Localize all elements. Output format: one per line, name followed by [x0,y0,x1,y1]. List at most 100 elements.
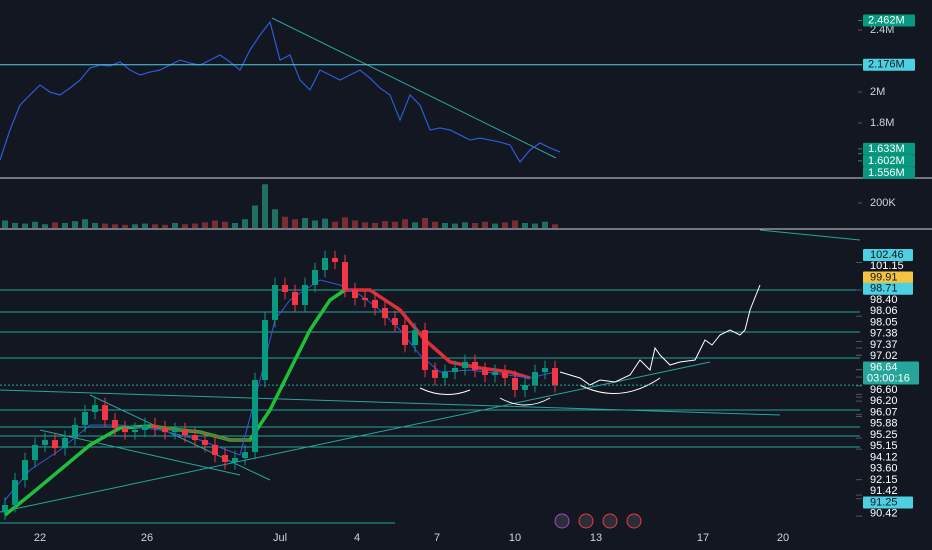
volume-bar [442,223,448,228]
volume-bar [222,221,228,228]
price-label: 97.02 [870,350,898,362]
x-tick-label: Jul [273,532,287,544]
candle-body [92,405,98,413]
marker-label: 2.176M [868,59,905,71]
x-tick-label: 7 [434,532,440,544]
candle-body [302,284,308,306]
x-tick-label: 17 [697,532,709,544]
candle-body [62,437,68,449]
candle-body [132,429,138,433]
trend-line [759,229,861,241]
candle-body [52,440,58,449]
drawings [0,229,861,524]
price-label: 98.71 [870,283,898,295]
volume-bar [292,219,298,228]
marker-badge [863,142,915,155]
price-label: 101.15 [870,260,904,272]
volume-bar [362,222,368,228]
volume-bar [192,223,198,228]
volume-bar [262,184,268,228]
candle-body [392,318,398,326]
price-badge [863,496,913,509]
candle-body [482,369,488,375]
price-label: 98.40 [870,294,898,306]
candle-body [542,368,548,373]
marker-label: 1.556M [868,167,905,179]
moving-average [149,425,250,441]
event-icon[interactable] [626,513,642,529]
price-label: 95.15 [870,440,898,452]
volume-bar [72,221,78,228]
event-icon[interactable] [554,513,570,529]
volume-bar [462,222,468,228]
volume-bar [432,221,438,228]
event-icon[interactable] [578,513,594,529]
volume-bar [272,209,278,228]
candle-body [492,372,498,375]
price-label: 96.20 [870,395,898,407]
candle-body [282,284,288,292]
candle-body [362,298,368,300]
price-badge [863,271,913,284]
x-tick-label: 4 [354,532,360,544]
candle-body [212,444,218,456]
candle-body [352,290,358,299]
price-label: 93.60 [870,463,898,475]
trend-line [0,361,711,513]
price-label: 102.46 [870,249,904,261]
volume-bar [282,216,288,228]
volume-bar [82,219,88,228]
candle-body [402,325,408,346]
volume-bar [482,221,488,228]
candle-body [412,330,418,346]
volume-bar [92,223,98,228]
volume-bar [492,223,498,228]
volume-bar [352,220,358,228]
price-label: 91.25 [870,496,898,508]
x-tick-label: 22 [34,532,46,544]
candle-body [112,420,118,429]
price-label: 95.25 [870,429,898,441]
volume-bar [342,217,348,228]
candle-body [382,307,388,319]
volume-bar [152,224,158,228]
candle-body [422,330,428,370]
price-label: 91.42 [870,485,898,497]
volume-bar [502,222,508,228]
event-icon[interactable] [602,513,618,529]
x-tick-label: 26 [141,532,153,544]
candle-body [292,291,298,306]
candle-body [342,262,348,291]
volume-bar [392,221,398,228]
candle-body [442,372,448,378]
candle-body [312,270,318,285]
x-tick-label: 13 [590,532,602,544]
y-tick-label: 2.4M [870,24,894,36]
price-label: 92.15 [870,474,898,486]
volume-bar [412,222,418,228]
volume-bar [372,223,378,228]
pattern-arcs [419,377,661,406]
x-tick-label: 20 [777,532,789,544]
event-icons [554,513,642,529]
candle-body [462,361,468,369]
volume-bar [182,224,188,228]
volume-bar [172,223,178,228]
price-label: 97.37 [870,339,898,351]
candle-body [512,377,518,390]
volume-bar [542,221,548,228]
price-label: 96.64 [870,361,898,373]
candle-body [82,412,88,425]
candle-body [142,424,148,430]
candle-body [452,368,458,373]
candle-body [372,299,378,308]
volume-bar [52,222,58,228]
volume-bar [402,219,408,228]
price-label: 90.42 [870,508,898,520]
price-label: 98.06 [870,305,898,317]
volume-bar [162,224,168,228]
marker-badge [863,58,915,71]
volume-bar [232,223,238,228]
candle-body [202,440,208,445]
